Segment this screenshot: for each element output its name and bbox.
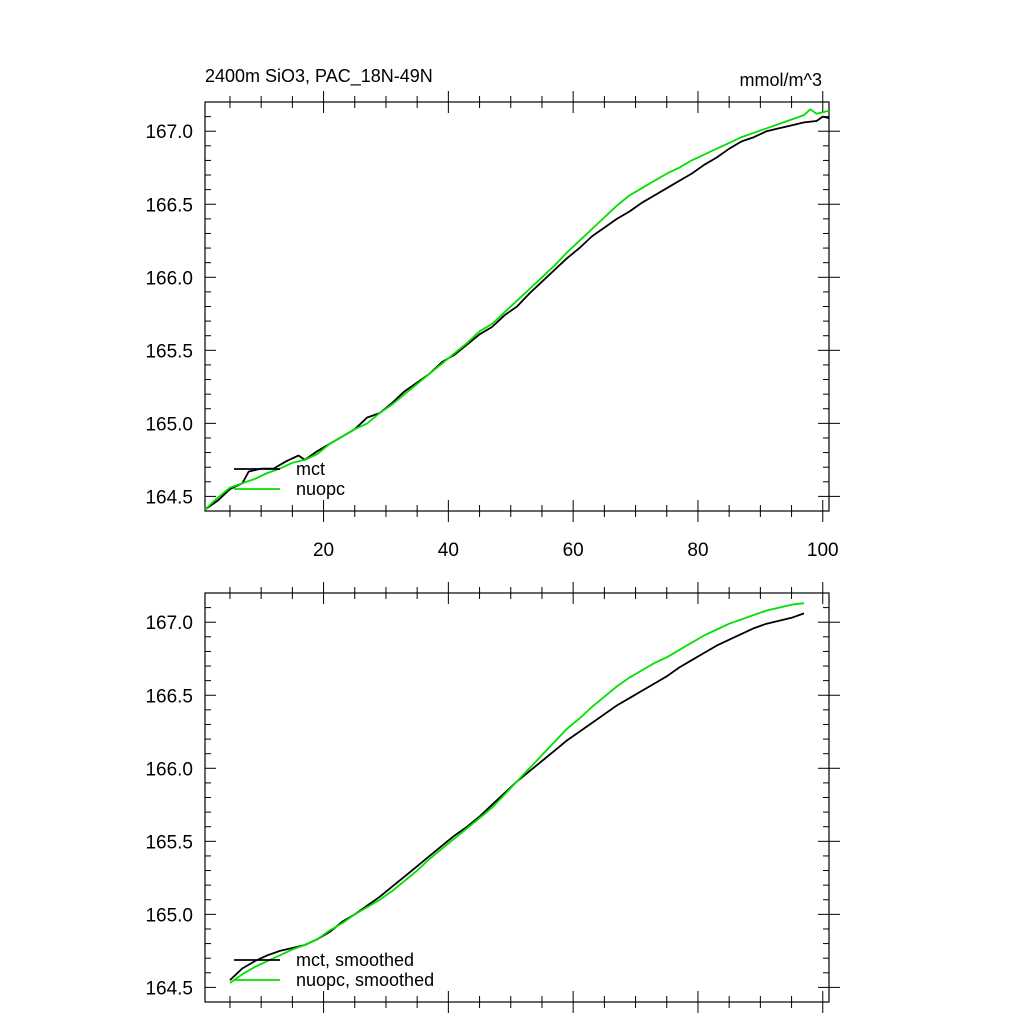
series-lines — [229, 602, 805, 984]
top-panel: 2400m SiO3, PAC_18N-49N mmol/m^3 164.516… — [145, 66, 840, 561]
series-lines — [204, 108, 830, 511]
y-tick-label: 167.0 — [145, 613, 193, 634]
axis-ticks — [205, 582, 840, 1013]
units-label: mmol/m^3 — [740, 70, 822, 90]
y-tick-label: 166.5 — [145, 686, 193, 707]
x-tick-label: 40 — [438, 540, 459, 561]
x-tick-label: 100 — [807, 540, 839, 561]
y-tick-label: 166.0 — [145, 268, 193, 289]
chart-title: 2400m SiO3, PAC_18N-49N — [205, 66, 433, 87]
y-tick-label: 165.0 — [145, 905, 193, 926]
legend-label: mct — [296, 459, 325, 479]
x-tick-label: 80 — [687, 540, 708, 561]
y-tick-label: 164.5 — [145, 487, 193, 508]
y-tick-label: 164.5 — [145, 978, 193, 999]
legend-label: nuopc — [296, 479, 345, 499]
y-tick-label: 165.5 — [145, 341, 193, 362]
x-tick-label: 60 — [563, 540, 584, 561]
legend-label: nuopc, smoothed — [296, 970, 434, 990]
y-tick-label: 166.5 — [145, 195, 193, 216]
series-line — [204, 115, 830, 511]
y-tick-label: 165.5 — [145, 832, 193, 853]
x-axis-tick-labels: 20 40 60 80 100 — [313, 540, 839, 561]
y-axis-tick-labels: 164.5 165.0 165.5 166.0 166.5 167.0 — [145, 122, 193, 508]
legend-label: mct, smoothed — [296, 950, 414, 970]
series-line — [229, 612, 805, 981]
plot-frame — [204, 592, 830, 1003]
series-line — [229, 602, 805, 984]
y-tick-label: 166.0 — [145, 759, 193, 780]
y-axis-tick-labels: 164.5 165.0 165.5 166.0 166.5 167.0 — [145, 613, 193, 999]
x-tick-label: 20 — [313, 540, 334, 561]
y-tick-label: 165.0 — [145, 414, 193, 435]
y-tick-label: 167.0 — [145, 122, 193, 143]
bottom-panel: 164.5 165.0 165.5 166.0 166.5 167.0 mct, smoo… — [145, 582, 840, 1013]
series-line — [204, 108, 830, 511]
